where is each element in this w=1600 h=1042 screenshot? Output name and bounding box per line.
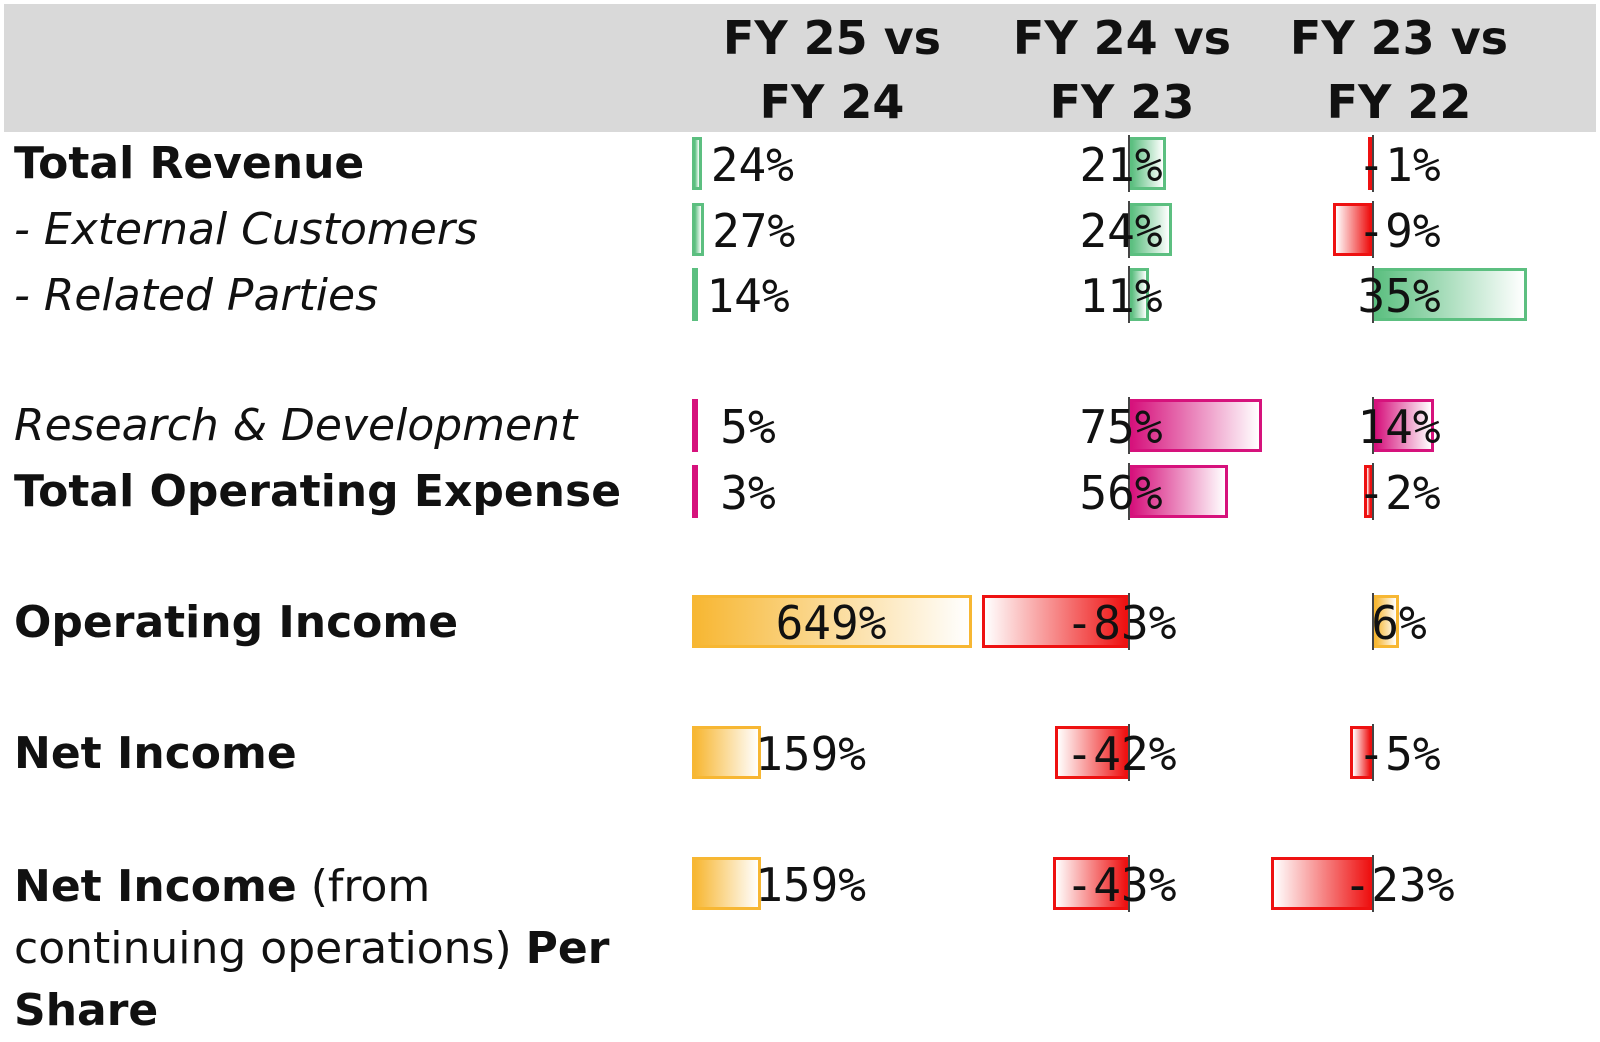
row-label-part: Total Operating Expense <box>14 466 622 517</box>
column-header-line1: FY 23 vs <box>1289 11 1509 65</box>
zero-axis-row5-col2 <box>1128 463 1131 520</box>
value-label-row4-col1: 5% <box>720 400 776 454</box>
row-label-part: - External Customers <box>14 204 478 255</box>
column-header-line1: FY 25 vs <box>722 11 942 65</box>
bar-row8-col2 <box>1052 857 1130 910</box>
value-label-row3-col3: 35% <box>1357 269 1441 323</box>
zero-axis-row2-col3 <box>1371 201 1374 258</box>
bar-row4-col2 <box>1129 399 1262 452</box>
bar-row8-col1 <box>692 857 761 910</box>
value-label-row8-col3: -23% <box>1343 858 1455 912</box>
bar-row2-col1 <box>692 203 704 256</box>
value-label-row4-col2: 75% <box>1079 400 1163 454</box>
zero-axis-row2-col2 <box>1128 201 1131 258</box>
bar-row7-col3 <box>1350 726 1373 779</box>
column-header-line2: FY 23 <box>1049 75 1195 129</box>
zero-axis-row3-col2 <box>1128 266 1131 323</box>
bar-row3-col3 <box>1372 268 1527 321</box>
row-label-part: Net Income <box>14 861 297 912</box>
value-label-row1-col3: -1% <box>1357 138 1441 192</box>
value-label-row2-col2: 24% <box>1079 204 1163 258</box>
bar-row2-col3 <box>1332 203 1373 256</box>
zero-axis-row4-col2 <box>1128 397 1131 454</box>
bar-row5-col3 <box>1363 465 1373 518</box>
row-label-4: Research & Development <box>14 400 577 451</box>
value-label-row2-col3: -9% <box>1357 204 1441 258</box>
column-header-line2: FY 24 <box>759 75 905 129</box>
row-label-6: Operating Income <box>14 597 458 648</box>
value-label-row7-col3: -5% <box>1357 727 1441 781</box>
zero-axis-row6-col2 <box>1128 593 1131 650</box>
zero-axis-row8-col3 <box>1371 855 1374 912</box>
row-label-1: Total Revenue <box>14 138 364 189</box>
zero-axis-row5-col3 <box>1371 463 1374 520</box>
zero-axis-row1-col2 <box>1128 135 1131 192</box>
row-label-2: - External Customers <box>14 204 478 255</box>
value-label-row5-col1: 3% <box>720 466 776 520</box>
zero-axis-row1-col3 <box>1371 135 1374 192</box>
bar-row3-col2 <box>1129 268 1149 321</box>
row-label-part: Net Income <box>14 728 297 779</box>
row-label-part: Total Revenue <box>14 138 365 189</box>
bar-row6-col3 <box>1372 595 1399 648</box>
column-header-line2: FY 22 <box>1326 75 1472 129</box>
bar-row4-col1 <box>692 399 698 452</box>
value-label-row5-col2: 56% <box>1079 466 1163 520</box>
value-label-row6-col3: 6% <box>1371 596 1427 650</box>
column-header-1: FY 25 vs FY 24 <box>672 10 992 130</box>
bar-row2-col2 <box>1129 203 1172 256</box>
zero-axis-row7-col2 <box>1128 724 1131 781</box>
value-label-row3-col2: 11% <box>1079 269 1163 323</box>
row-label-part: - Related Parties <box>14 270 378 321</box>
value-label-row5-col3: -2% <box>1357 466 1441 520</box>
bar-row6-col1 <box>692 595 972 648</box>
value-label-row8-col1: 159% <box>755 858 866 912</box>
value-label-row7-col2: -42% <box>1065 727 1177 781</box>
zero-axis-row8-col2 <box>1128 855 1131 912</box>
bar-row7-col1 <box>692 726 761 779</box>
header-band <box>4 4 1596 132</box>
bar-row4-col3 <box>1372 399 1435 452</box>
value-label-row3-col1: 14% <box>706 269 790 323</box>
value-label-row4-col3: 14% <box>1357 400 1441 454</box>
column-header-line1: FY 24 vs <box>1012 11 1232 65</box>
row-label-7: Net Income <box>14 728 297 779</box>
row-label-5: Total Operating Expense <box>14 466 621 517</box>
bar-row7-col2 <box>1054 726 1130 779</box>
bar-row3-col1 <box>692 268 699 321</box>
bar-row1-col2 <box>1129 137 1167 190</box>
zero-axis-row4-col3 <box>1371 397 1374 454</box>
value-label-row1-col1: 24% <box>710 138 794 192</box>
zero-axis-row7-col3 <box>1371 724 1374 781</box>
row-label-8: Net Income (from continuing operations) … <box>14 856 674 1042</box>
column-header-3: FY 23 vs FY 22 <box>1251 10 1547 130</box>
row-label-part: Operating Income <box>14 597 459 648</box>
value-label-row7-col1: 159% <box>755 727 866 781</box>
zero-axis-row6-col3 <box>1371 593 1374 650</box>
value-label-row2-col1: 27% <box>712 204 796 258</box>
row-label-3: - Related Parties <box>14 270 378 321</box>
column-header-2: FY 24 vs FY 23 <box>962 10 1282 130</box>
value-label-row6-col1: 649% <box>775 596 887 650</box>
bar-row8-col3 <box>1271 857 1373 910</box>
row-label-part: Research & Development <box>14 400 578 451</box>
bar-row6-col2 <box>982 595 1130 648</box>
bar-row5-col2 <box>1129 465 1229 518</box>
zero-axis-row3-col3 <box>1371 266 1374 323</box>
value-label-row6-col2: -83% <box>1065 596 1177 650</box>
bar-row1-col1 <box>692 137 703 190</box>
bar-row5-col1 <box>692 465 698 518</box>
value-label-row8-col2: -43% <box>1065 858 1177 912</box>
row-label-part: (from continuing operations) <box>14 861 526 974</box>
value-label-row1-col2: 21% <box>1079 138 1163 192</box>
change-chart: FY 25 vs FY 24 FY 24 vs FY 23 FY 23 vs FY 22 T… <box>4 4 1596 1036</box>
